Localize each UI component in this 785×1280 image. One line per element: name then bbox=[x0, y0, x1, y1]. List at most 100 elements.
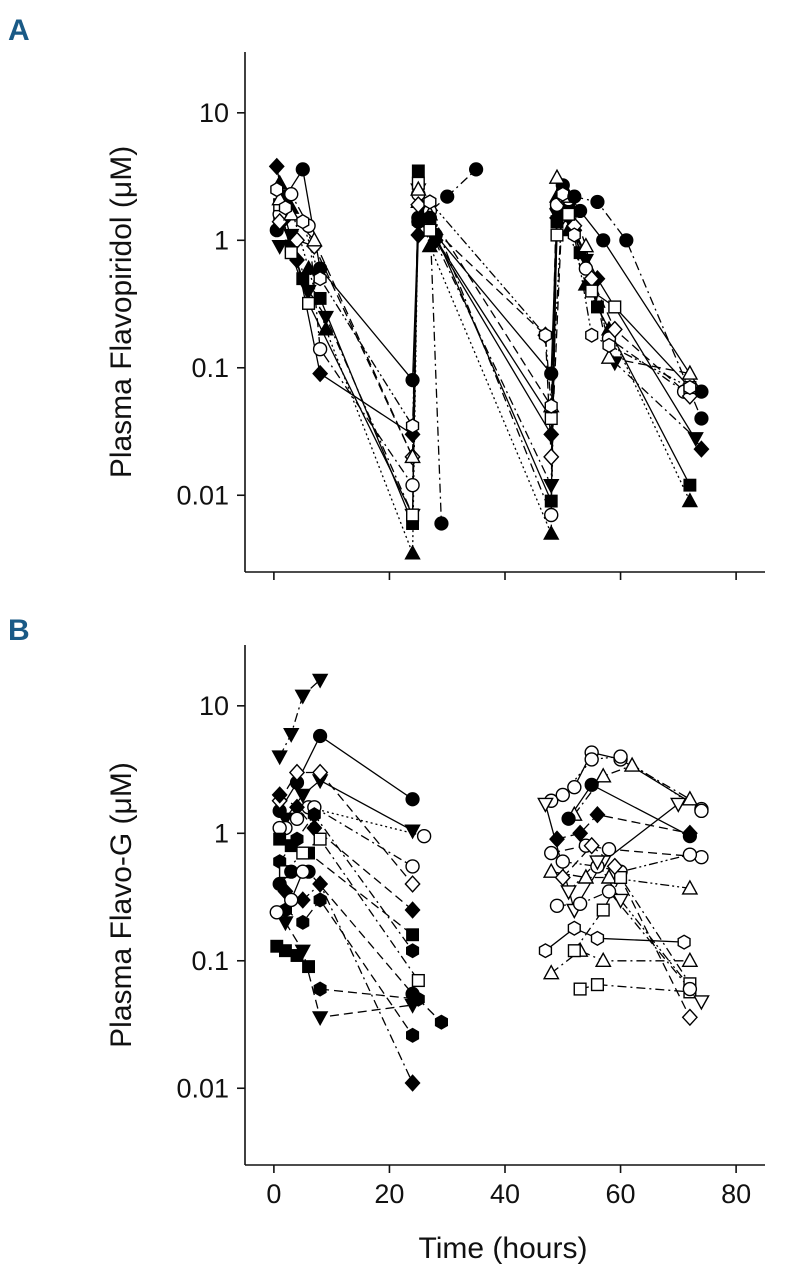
data-point-circle bbox=[549, 898, 565, 913]
panel-b-axes: 0.01 0.1 1 10 0 20 40 60 80 bbox=[176, 645, 765, 1209]
data-point-diamond bbox=[294, 891, 311, 909]
data-point-circle bbox=[694, 411, 709, 426]
data-point-square bbox=[411, 164, 425, 178]
data-point-hexagon bbox=[313, 270, 327, 287]
data-point-diamond bbox=[606, 320, 623, 339]
data-point-hexagon bbox=[556, 186, 570, 202]
data-point-hexagon bbox=[585, 327, 599, 343]
data-point-triangle-down bbox=[560, 885, 577, 901]
data-point-circle bbox=[601, 842, 617, 857]
data-point-triangle-up bbox=[594, 951, 612, 967]
data-point-diamond bbox=[268, 157, 285, 176]
data-point-square bbox=[406, 928, 420, 942]
data-point-square bbox=[683, 478, 697, 492]
data-point-square bbox=[313, 832, 327, 846]
data-point-triangle-up bbox=[317, 320, 335, 336]
data-point-diamond bbox=[681, 824, 698, 842]
data-point-hexagon bbox=[270, 181, 284, 198]
data-point-square bbox=[406, 508, 420, 522]
data-point-triangle-down bbox=[589, 855, 606, 871]
data-point-diamond bbox=[312, 763, 329, 782]
x-tick-label: 0 bbox=[266, 1179, 281, 1209]
data-point-circle bbox=[601, 884, 617, 899]
data-point-triangle-up bbox=[410, 180, 427, 196]
data-point-diamond bbox=[572, 824, 589, 842]
series-line bbox=[562, 755, 702, 812]
data-point-circle bbox=[272, 820, 287, 836]
data-point-circle bbox=[619, 233, 634, 248]
data-point-triangle-up bbox=[543, 524, 560, 540]
data-point-triangle-up bbox=[577, 237, 595, 253]
data-point-circle bbox=[573, 203, 588, 219]
series-line bbox=[551, 871, 690, 889]
data-point-triangle-down bbox=[311, 673, 329, 689]
data-point-diamond bbox=[606, 857, 623, 876]
data-point-hexagon bbox=[406, 1027, 420, 1043]
y-tick-label: 0.1 bbox=[191, 946, 229, 976]
x-tick-label: 60 bbox=[606, 1179, 636, 1209]
data-point-circle bbox=[469, 162, 484, 177]
series-line bbox=[573, 876, 691, 985]
panel-b-label: B bbox=[8, 614, 30, 647]
data-point-circle bbox=[289, 811, 305, 826]
y-tick-label: 0.01 bbox=[176, 480, 229, 510]
data-point-triangle-up bbox=[404, 447, 421, 464]
data-point-hexagon bbox=[602, 337, 616, 354]
data-point-hexagon bbox=[313, 892, 327, 908]
data-point-triangle-down bbox=[537, 797, 554, 813]
data-point-square bbox=[608, 300, 622, 314]
data-point-triangle-down bbox=[283, 727, 300, 743]
series-line bbox=[545, 927, 685, 952]
data-point-diamond bbox=[288, 763, 306, 782]
data-point-circle bbox=[561, 811, 576, 826]
data-point-triangle-up bbox=[600, 348, 618, 364]
data-point-circle bbox=[416, 828, 432, 844]
data-point-square bbox=[411, 973, 425, 988]
y-tick-label: 0.01 bbox=[176, 1073, 229, 1103]
data-point-circle bbox=[584, 752, 599, 767]
data-point-circle bbox=[544, 845, 559, 861]
panel-a-label: A bbox=[8, 14, 30, 47]
data-point-triangle-up bbox=[681, 951, 699, 967]
data-point-triangle-up bbox=[306, 231, 323, 247]
panel-a-marks bbox=[268, 157, 710, 560]
data-point-diamond bbox=[583, 836, 600, 855]
data-point-triangle-up bbox=[681, 364, 699, 380]
series-line bbox=[279, 871, 414, 995]
data-point-hexagon bbox=[538, 943, 553, 959]
data-point-hexagon bbox=[406, 943, 420, 959]
data-point-triangle-up bbox=[404, 544, 421, 560]
data-point-circle bbox=[405, 373, 420, 388]
x-tick-label: 20 bbox=[374, 1179, 404, 1209]
data-point-circle bbox=[313, 728, 328, 744]
data-point-square bbox=[596, 903, 610, 917]
data-point-circle bbox=[578, 261, 594, 276]
data-point-square bbox=[590, 978, 604, 992]
data-point-diamond bbox=[410, 195, 427, 214]
data-point-triangle-down bbox=[300, 284, 317, 300]
series-line bbox=[429, 217, 443, 524]
data-point-square bbox=[585, 284, 599, 298]
series-line bbox=[284, 838, 419, 981]
data-point-triangle-down bbox=[294, 689, 311, 705]
data-point-triangle-up bbox=[681, 492, 699, 508]
data-point-square bbox=[567, 944, 581, 958]
data-point-diamond bbox=[404, 1074, 421, 1092]
data-point-circle bbox=[284, 186, 299, 202]
data-point-triangle-down bbox=[311, 1011, 329, 1027]
series-line bbox=[285, 898, 414, 1036]
data-point-hexagon bbox=[307, 807, 321, 823]
data-point-square bbox=[590, 300, 604, 314]
data-point-diamond bbox=[589, 806, 606, 824]
data-point-circle bbox=[555, 854, 570, 869]
data-point-circle bbox=[596, 233, 611, 248]
data-point-circle bbox=[284, 892, 299, 908]
series-line bbox=[276, 189, 691, 429]
data-point-square bbox=[544, 411, 558, 426]
data-point-circle bbox=[682, 981, 698, 997]
y-tick-label: 1 bbox=[214, 818, 229, 848]
data-point-circle bbox=[295, 162, 310, 177]
data-point-diamond bbox=[681, 1008, 698, 1027]
data-point-triangle-down bbox=[271, 750, 288, 766]
data-point-circle bbox=[544, 507, 559, 523]
